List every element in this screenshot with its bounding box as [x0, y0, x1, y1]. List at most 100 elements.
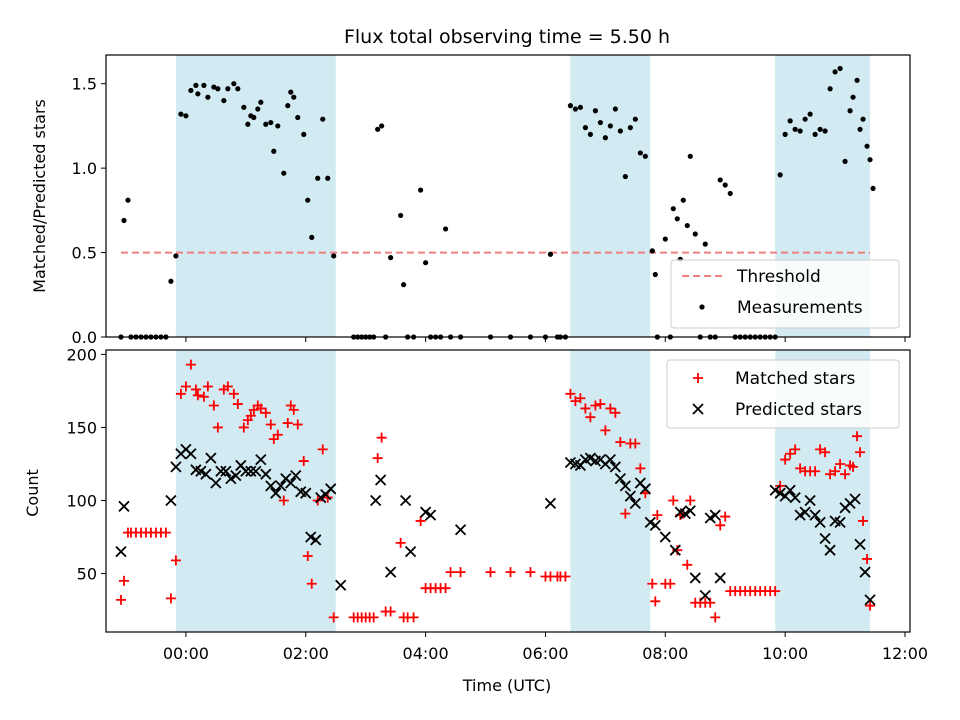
legend-box	[670, 259, 900, 329]
predicted-star-point	[849, 493, 861, 505]
predicted-star-point	[424, 509, 437, 521]
predicted-star-point	[325, 483, 337, 495]
matched-star-point	[118, 575, 129, 586]
predicted-star-point	[290, 470, 302, 482]
measurement-point	[183, 113, 189, 119]
predicted-star-point	[799, 506, 811, 518]
y-tick-label: 50	[77, 565, 97, 584]
matched-star-point	[415, 515, 426, 526]
measurement-point	[837, 65, 843, 72]
measurement-point	[832, 69, 838, 75]
matched-star-point	[328, 612, 339, 623]
matched-star-point	[505, 567, 516, 578]
measurement-point	[231, 81, 237, 87]
measurement-point	[850, 94, 856, 100]
matched-star-point	[298, 456, 309, 467]
matched-star-point	[865, 600, 876, 611]
measurement-point	[787, 118, 793, 124]
legend-measurement-swatch	[699, 304, 705, 310]
measurement-point	[607, 123, 613, 129]
matched-star-point	[185, 359, 196, 370]
measurement-point	[632, 116, 638, 122]
measurement-point	[717, 177, 723, 183]
predicted-star-point	[714, 572, 726, 584]
top-y-ticks: 0.0 0.5 1.0 1.5	[72, 75, 106, 347]
x-tick-label: 08:00	[642, 644, 688, 663]
measurement-point	[597, 119, 603, 126]
measurement-point	[777, 172, 783, 178]
measurement-point	[577, 104, 584, 110]
matched-star-point	[665, 578, 676, 589]
measurement-point	[617, 128, 623, 134]
matched-star-point	[165, 593, 176, 604]
matched-star-point	[306, 578, 317, 589]
predicted-star-point	[370, 494, 382, 507]
measurement-point	[827, 86, 833, 92]
predicted-star-point	[205, 452, 217, 464]
predicted-star-point	[604, 453, 617, 466]
measurement-point	[221, 97, 227, 104]
y-tick-label: 0.0	[72, 328, 97, 347]
predicted-star-point	[215, 465, 227, 477]
matched-star-point	[595, 399, 606, 410]
measurement-point	[687, 153, 693, 159]
measurement-point	[797, 128, 803, 134]
measurement-point	[121, 217, 127, 224]
measurement-point	[702, 241, 708, 247]
predicted-star-point	[118, 500, 130, 512]
predicted-star-point	[255, 453, 267, 466]
measurement-point	[211, 84, 217, 90]
top-x-ticks	[185, 337, 906, 342]
measurement-point	[305, 197, 311, 203]
matched-star-point	[715, 520, 726, 531]
observing-window-band	[175, 55, 336, 337]
matched-star-point	[260, 407, 271, 418]
measurement-point	[622, 173, 628, 180]
measurement-point	[567, 103, 574, 109]
matched-star-point	[710, 612, 721, 623]
predicted-star-point	[609, 461, 622, 473]
matched-star-point	[222, 381, 233, 392]
bottom-y-ticks: 50 100 150 200	[66, 345, 106, 584]
predicted-star-point	[699, 589, 711, 602]
measurement-point	[627, 125, 633, 131]
matched-star-point	[282, 418, 293, 429]
predicted-star-point	[300, 487, 312, 499]
top-panel: 0.0 0.5 1.0 1.5 Matched/Predicted stars Thr…	[30, 54, 911, 347]
predicted-star-point	[220, 465, 232, 477]
matched-star-point	[830, 466, 841, 477]
measurement-point	[201, 82, 207, 88]
matched-star-point	[630, 438, 641, 449]
matched-star-point	[525, 567, 536, 578]
matched-star-point	[610, 407, 621, 418]
predicted-star-point	[210, 477, 222, 489]
matched-star-point	[580, 403, 591, 414]
measurement-point	[727, 190, 733, 197]
measurement-point	[258, 99, 264, 105]
matched-star-point	[855, 447, 866, 458]
measurement-point	[275, 123, 281, 129]
measurement-point	[188, 87, 194, 94]
predicted-star-point	[404, 546, 417, 558]
matched-star-point	[650, 596, 661, 607]
matched-star-point	[160, 527, 171, 538]
matched-star-point	[245, 410, 256, 421]
predicted-star-point	[859, 566, 871, 578]
measurement-point	[692, 231, 698, 237]
predicted-star-point	[809, 509, 821, 521]
matched-star-point	[605, 403, 616, 414]
predicted-star-point	[385, 566, 397, 578]
predicted-star-point	[864, 594, 876, 606]
bottom-y-axis-label: Count	[23, 469, 42, 517]
measurement-point	[652, 271, 658, 278]
measurement-point	[225, 86, 231, 92]
measurement-point	[612, 106, 618, 112]
predicted-stars-points	[115, 443, 876, 606]
measurement-point	[684, 222, 690, 229]
matched-star-point	[278, 495, 289, 506]
predicted-star-point	[659, 531, 671, 543]
measurement-point	[592, 108, 598, 114]
matched-star-point	[770, 586, 781, 597]
matched-star-point	[292, 419, 303, 430]
